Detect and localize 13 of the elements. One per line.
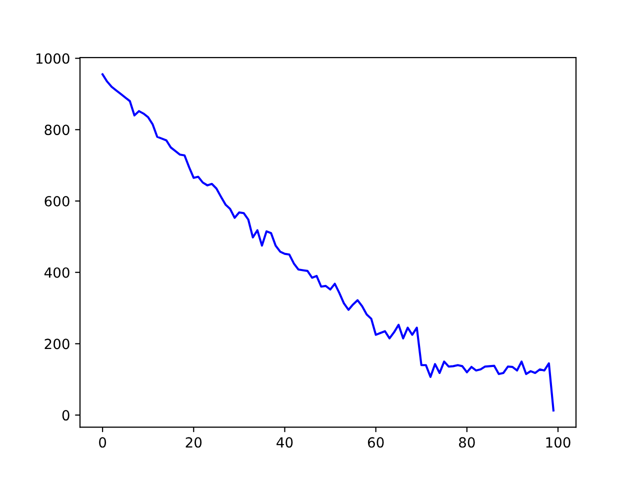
x-tick-label: 40 bbox=[276, 437, 293, 448]
y-tick-label: 800 bbox=[44, 124, 70, 136]
x-tick-label: 80 bbox=[459, 437, 475, 448]
y-tick-label: 400 bbox=[44, 267, 70, 278]
x-tick-label: 60 bbox=[368, 437, 384, 448]
x-tick-label: 0 bbox=[99, 437, 106, 448]
y-tick-label: 200 bbox=[44, 338, 70, 350]
y-tick-label: 600 bbox=[44, 196, 70, 206]
x-tick-label: 100 bbox=[546, 437, 570, 448]
line-series bbox=[102, 73, 554, 412]
x-tick-label: 20 bbox=[186, 437, 202, 448]
y-tick-label: 1000 bbox=[36, 53, 70, 64]
y-tick-label: 0 bbox=[62, 410, 70, 421]
